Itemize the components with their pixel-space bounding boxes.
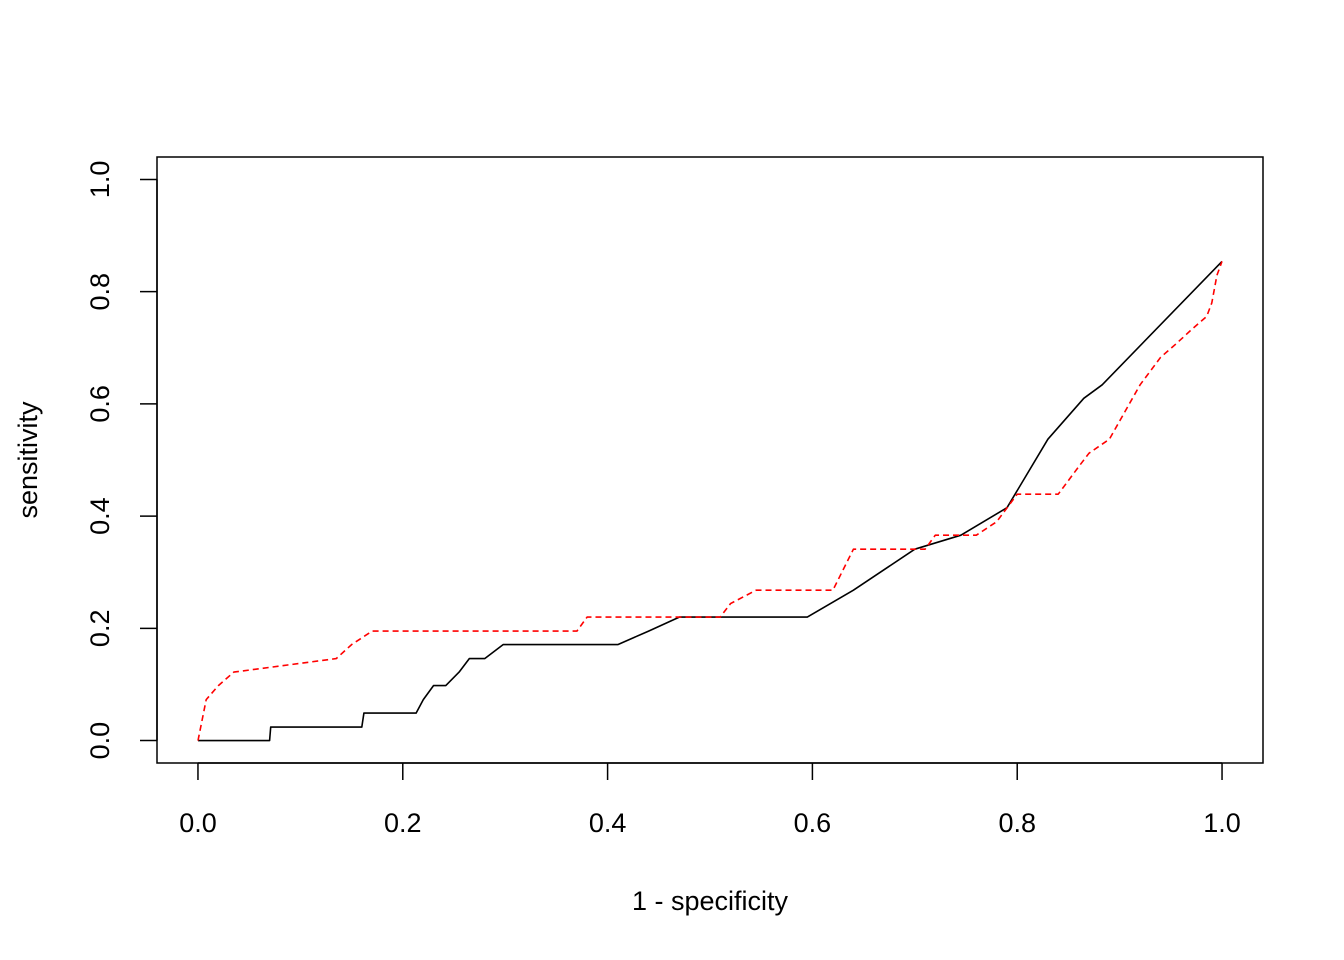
- x-tick-label: 0.8: [998, 808, 1036, 838]
- y-tick-label: 0.6: [85, 385, 115, 423]
- y-tick-label: 0.4: [85, 497, 115, 535]
- y-tick-label: 1.0: [85, 161, 115, 199]
- y-axis: 0.0 0.2 0.4 0.6 0.8 1.0: [85, 161, 158, 760]
- x-tick-label: 1.0: [1203, 808, 1241, 838]
- y-axis-title: sensitivity: [13, 401, 43, 519]
- series-layer: [197, 260, 1223, 742]
- y-tick-label: 0.8: [85, 273, 115, 311]
- x-axis-title: 1 - specificity: [632, 886, 789, 916]
- y-tick-label: 0.2: [85, 610, 115, 648]
- x-tick-label: 0.6: [794, 808, 832, 838]
- x-axis: 0.0 0.2 0.4 0.6 0.8 1.0: [179, 762, 1241, 838]
- x-tick-label: 0.4: [589, 808, 627, 838]
- x-tick-label: 0.2: [384, 808, 422, 838]
- series-line-2: [197, 261, 1223, 741]
- y-tick-label: 0.0: [85, 722, 115, 760]
- x-tick-label: 0.0: [179, 808, 217, 838]
